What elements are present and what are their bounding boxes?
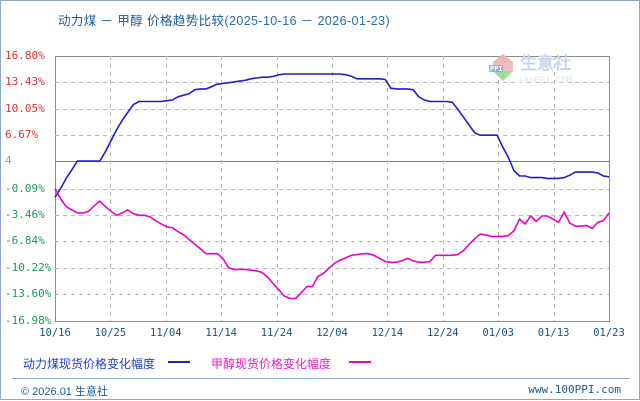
chart-title-range: (2025-10-16 － 2026-01-23): [224, 14, 391, 28]
chart-title-main: 动力煤 － 甲醇 价格趋势比较: [58, 14, 225, 28]
page-title: 动力煤 － 甲醇 价格趋势比较(2025-10-16 － 2026-01-23): [58, 10, 390, 29]
x-axis-tick-label: 11/24: [260, 327, 293, 339]
footer-divider: [12, 378, 630, 379]
legend-label-coal: 动力煤现货价格变化幅度: [23, 357, 156, 371]
y-axis-tick-label: -13.60%: [5, 287, 52, 301]
x-axis-tick-label: 01/23: [593, 327, 625, 339]
x-axis-tick-label: 10/16: [39, 327, 71, 339]
footer-copyright: © 2026.01 生意社: [21, 386, 108, 398]
legend: 动力煤现货价格变化幅度 甲醇现货价格变化幅度: [1, 353, 640, 379]
x-axis-tick-label: 12/04: [316, 327, 348, 339]
y-axis-tick-label: 13.43%: [5, 75, 45, 89]
y-axis-tick-label: -6.84%: [5, 234, 45, 248]
x-axis-tick-label: 01/03: [482, 327, 514, 339]
y-axis-tick-label: 10.05%: [5, 101, 45, 115]
series-line-methanol: [54, 188, 610, 300]
series-line-coal: [54, 73, 610, 198]
footer-site-url: www.100PPI.com: [528, 383, 621, 396]
y-axis-tick-label: 4: [5, 154, 12, 168]
y-axis-tick-label: -16.98%: [5, 314, 52, 327]
x-axis-tick-label: 10/25: [94, 327, 127, 339]
legend-label-methanol: 甲醇现货价格变化幅度: [211, 357, 332, 371]
y-axis-tick-label: -10.22%: [5, 260, 52, 274]
y-axis-tick-label: -0.09%: [5, 181, 45, 195]
y-axis-tick-label: 6.67%: [5, 128, 39, 142]
plot-area-border: [55, 56, 610, 322]
x-axis-tick-label: 12/24: [426, 327, 459, 339]
y-axis-tick-label: -3.46%: [5, 207, 45, 221]
y-axis-tick-label: 16.80%: [5, 49, 45, 62]
x-axis-tick-label: 12/14: [371, 327, 404, 339]
legend-swatch-coal: [168, 361, 190, 363]
x-axis-tick-label: 01/13: [537, 327, 570, 339]
legend-swatch-methanol: [349, 361, 371, 363]
x-axis-tick-label: 11/04: [149, 327, 182, 339]
x-axis-tick-label: 11/14: [205, 327, 237, 339]
